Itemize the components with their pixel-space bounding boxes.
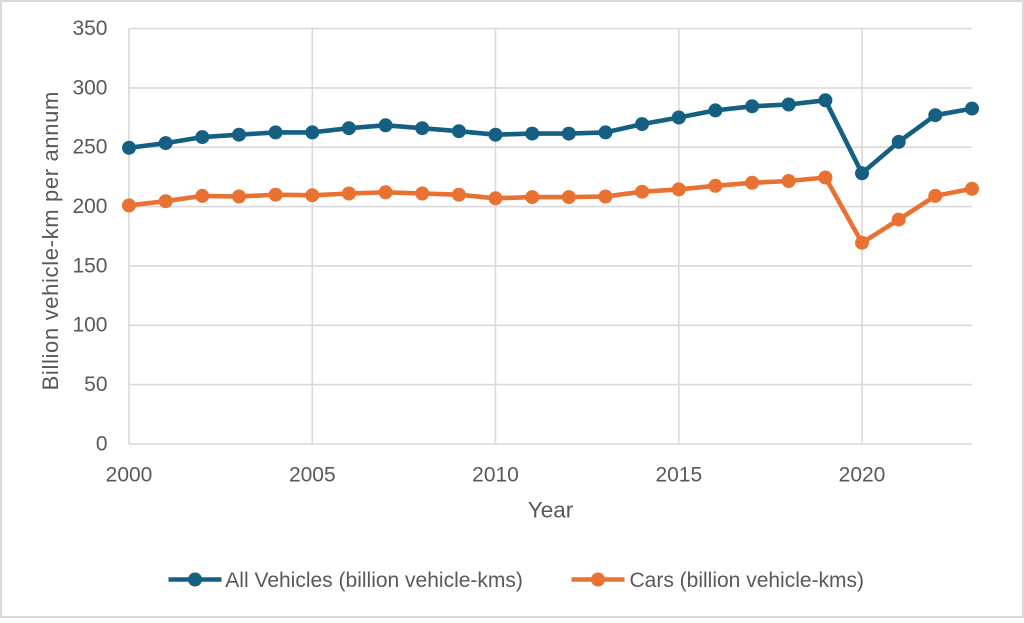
svg-text:2020: 2020 xyxy=(839,463,886,486)
svg-text:100: 100 xyxy=(72,314,107,337)
svg-text:Year: Year xyxy=(528,498,574,523)
svg-text:2000: 2000 xyxy=(106,463,153,486)
svg-text:250: 250 xyxy=(72,136,107,159)
svg-text:300: 300 xyxy=(72,76,107,99)
svg-text:2010: 2010 xyxy=(472,463,519,486)
svg-text:All Vehicles (billion vehicle-: All Vehicles (billion vehicle-kms) xyxy=(225,569,523,592)
svg-text:2015: 2015 xyxy=(655,463,702,486)
svg-text:2005: 2005 xyxy=(289,463,336,486)
svg-text:150: 150 xyxy=(72,254,107,277)
svg-text:Billion vehicle-km per annum: Billion vehicle-km per annum xyxy=(38,91,63,390)
svg-text:Cars (billion vehicle-kms): Cars (billion vehicle-kms) xyxy=(630,569,865,592)
svg-text:0: 0 xyxy=(96,432,108,455)
svg-text:350: 350 xyxy=(72,17,107,40)
svg-text:200: 200 xyxy=(72,195,107,218)
svg-text:50: 50 xyxy=(84,373,107,396)
